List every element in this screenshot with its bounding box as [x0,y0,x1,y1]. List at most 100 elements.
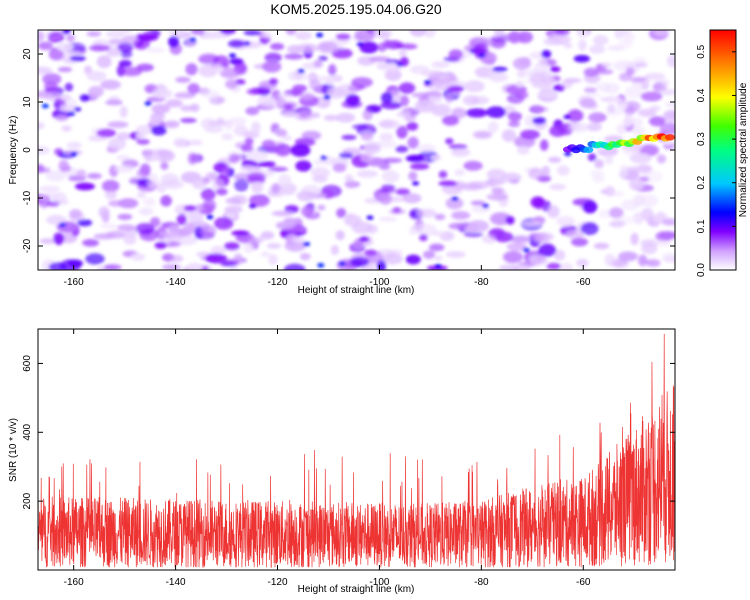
spectrogram-cell [532,106,549,112]
spectrogram-cell [416,208,437,218]
spectrogram-cell [332,75,343,82]
spectrogram-cell [234,178,249,192]
spectrogram-cell [579,98,597,109]
spectrogram-cell [190,30,205,35]
spectrogram-cell [431,230,446,237]
spectrogram-cell [138,207,154,216]
spectrogram-cell [38,41,53,51]
spectrogram-cell [359,236,370,243]
spectrogram-cell [428,243,445,252]
spectrogram-cell [565,230,585,240]
spectrogram-cell [486,106,506,118]
spectrogram-cell [529,254,548,266]
spectrogram-cell [369,56,391,63]
spectrogram-cell [187,83,200,95]
spectrogram-cell [240,144,254,153]
spectrogram-cell [176,213,187,226]
spectrogram-cell [350,257,370,267]
spectrogram-cell [150,154,161,160]
spectrogram-cell [609,220,626,228]
spectrogram-cell [248,236,264,244]
spectrogram-cell [463,160,483,171]
spectrogram-cell [354,30,376,42]
spectrogram-cell [168,224,180,233]
spectrogram-cell [144,101,152,106]
spectrogram-cell [249,203,257,209]
spectrogram-cell [213,64,224,74]
spectrogram-cell [438,180,458,187]
spectrogram-cell [117,213,133,221]
spectrogram-cell [561,79,573,89]
spectrogram-cell [352,124,368,130]
spectrogram-cell [79,94,90,102]
spectrogram-cell [290,144,311,157]
spectrogram-cell [488,72,508,83]
spectrogram-cell [224,242,240,251]
spectrogram-cell [612,191,625,197]
spectrogram-cell [297,68,305,74]
spectrogram-cell [576,30,589,38]
spectrogram-cell [299,91,315,101]
spectrogram-cell [187,210,204,224]
spectrogram-cell [629,178,645,191]
spectrogram-cell [486,193,509,201]
spectrogram-cell [44,91,62,101]
spectrogram-cell [175,76,191,83]
spectrogram-cell [478,53,486,58]
spectrogram-cell [402,193,422,204]
spectrogram-cell [108,200,127,207]
spectrogram-cell [381,184,396,192]
spectrogram-cell [222,166,232,177]
spectrogram-cell [400,95,409,107]
spectrogram-cell [119,105,128,118]
spectrogram-cell [398,82,416,94]
spectrogram-cell [318,55,328,62]
spectrogram-cell [576,258,589,268]
spectrogram-cell [335,112,356,123]
spectrogram-cell [38,145,51,155]
snr-y-label: SNR (10 * v/v) [8,418,19,482]
spectrogram-cell [356,41,364,47]
spectrogram-cell [648,116,666,127]
spectrogram-cell [549,66,561,73]
spectrogram-cell [243,30,261,36]
spectrogram-cell [516,146,530,155]
spectrogram-cell [161,264,182,270]
colorbar-tick-label: 0.0 [696,263,707,277]
spectrogram-cell [344,174,354,182]
spectrogram-cell [59,222,66,228]
spectrogram-cell [243,41,251,46]
spectrogram-cell [541,165,551,177]
spectrogram-cell [292,84,307,93]
spectrogram-cell [331,48,353,59]
spectrogram-cell [224,205,243,213]
spectrogram-cell [52,192,67,203]
snr-x-label: Height of straight line (km) [298,584,415,595]
spectrogram-cell [360,131,374,141]
spectrogram-cell [448,222,469,230]
colorbar-tick-label: 0.2 [696,175,707,189]
spectrogram-cell [605,155,614,165]
spectrogram-cell [74,107,82,112]
x-tick-label: -120 [268,577,288,588]
spectrogram-cell [610,98,626,105]
spectrogram-cell [317,41,338,54]
spectrogram-cell [626,166,641,172]
spectrogram-cell [547,205,560,219]
spectrogram-cell [70,151,78,157]
spectrogram-cell [381,170,400,183]
spectrogram-cell [571,237,588,247]
spectrogram-cell [451,211,471,220]
spectrogram-cell [589,44,606,55]
spectrogram-cell [580,222,599,236]
spectrogram-cell [507,111,523,122]
spectrogram-cell [247,172,267,182]
spectrogram-cell [76,169,87,178]
spectrogram-cell [641,207,654,221]
spectrogram-cell [317,204,326,211]
spectrogram-cell [520,129,540,140]
spectrogram-cell [556,216,575,227]
spectrogram-cell [434,255,443,261]
spectrogram-cell [205,253,228,264]
spectrogram-cell [105,230,127,239]
